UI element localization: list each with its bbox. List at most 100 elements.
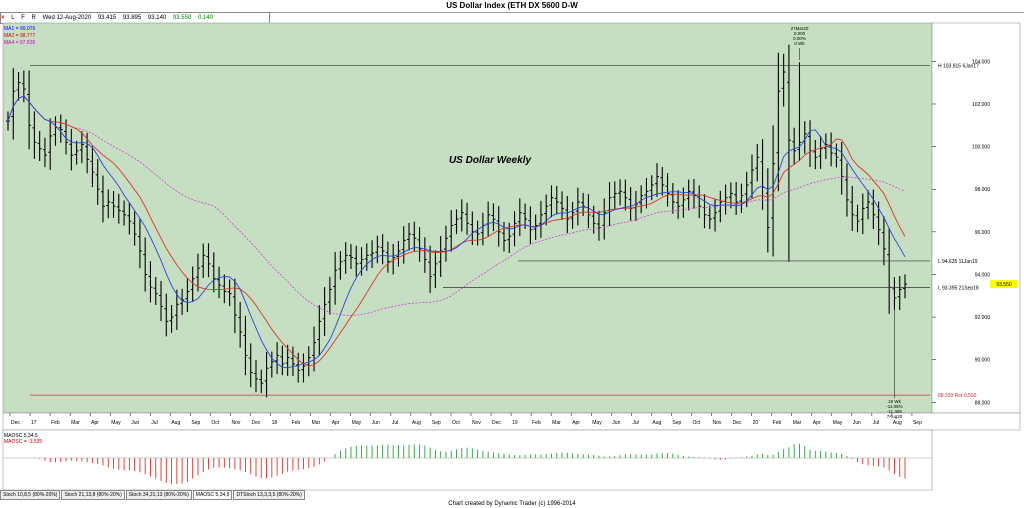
level-label: L 94.635 11Jan19 xyxy=(938,259,978,265)
close-icon[interactable]: × xyxy=(1,15,5,21)
chart-annotation: US Dollar Weekly xyxy=(449,155,532,166)
chart-title: US Dollar Index (ETH DX 5600 D-W xyxy=(446,1,578,10)
y-tick-label: 100.000 xyxy=(972,145,990,151)
x-tick-label: Aug xyxy=(171,420,180,426)
price-bar xyxy=(501,221,506,252)
tab-maosc[interactable]: MAOSC 5,34,5 xyxy=(192,490,233,500)
price-bar xyxy=(164,293,169,337)
x-tick-label: Mar xyxy=(312,420,321,426)
price-bar xyxy=(465,202,470,235)
x-tick-label: Jun xyxy=(612,420,620,426)
price-bar xyxy=(718,190,723,223)
x-tick-label: Feb xyxy=(773,420,782,426)
change-value: 0.140 xyxy=(197,15,213,21)
x-tick-label: Sep xyxy=(191,420,200,426)
x-tick-label: Jul xyxy=(151,420,157,426)
title-bar: US Dollar Index (ETH DX 5600 D-W xyxy=(0,0,1024,13)
price-bar xyxy=(612,181,617,210)
low-annotation: -11.05% xyxy=(886,404,902,409)
toolbar-r[interactable]: R xyxy=(31,15,36,21)
price-bar xyxy=(159,280,164,322)
price-bar xyxy=(401,226,406,264)
price-bar xyxy=(111,191,116,218)
price-bar xyxy=(507,222,512,254)
oscillator-bars xyxy=(33,443,906,484)
tab-dtstoch[interactable]: DTStoch 13,3,3,5 (80%-20%) xyxy=(233,490,305,500)
price-bar xyxy=(364,243,369,271)
price-bar xyxy=(707,205,712,230)
price-bar xyxy=(248,343,253,388)
tab-stoch-34[interactable]: Stoch 34,21,13 (80%-20%) xyxy=(125,490,192,500)
level-label: L 93.395 21Sep18 xyxy=(938,285,979,291)
toolbar-f[interactable]: F xyxy=(21,15,25,21)
price-bar xyxy=(348,244,353,270)
price-bar xyxy=(195,253,200,292)
x-tick-label: Apr xyxy=(332,420,340,426)
price-bar xyxy=(269,351,274,378)
price-bar xyxy=(380,234,385,265)
peak-annotation: 27Mar20 xyxy=(791,26,809,31)
y-tick-label: 88.000 xyxy=(975,400,991,406)
price-bar xyxy=(296,352,301,383)
price-bar xyxy=(290,346,295,377)
x-tick-label: Feb xyxy=(51,420,60,426)
y-tick-label: 92.000 xyxy=(975,315,991,321)
price-bar xyxy=(544,194,549,226)
current-price-box xyxy=(990,280,1018,289)
y-tick-label: 98.000 xyxy=(975,187,991,193)
price-bar xyxy=(21,70,26,103)
tab-stoch-10[interactable]: Stoch 10,8,5 (80%-20%) xyxy=(0,490,61,500)
x-tick-label: 19 xyxy=(512,420,518,426)
price-bar xyxy=(206,243,211,278)
price-bar xyxy=(844,163,849,217)
price-bar xyxy=(385,241,390,273)
low-value: 93.140 xyxy=(147,15,167,21)
price-bar xyxy=(438,235,443,277)
price-bar xyxy=(771,125,776,257)
price-bar xyxy=(449,210,454,252)
price-bar xyxy=(670,183,675,214)
price-bar xyxy=(813,139,818,170)
x-tick-label: Nov xyxy=(713,420,722,426)
price-axis xyxy=(931,22,1021,414)
toolbar-l[interactable]: L xyxy=(11,15,15,21)
price-bar xyxy=(407,222,412,251)
date-value: Wed 12-Aug-2020 xyxy=(42,15,92,21)
level-label: H 103.815 6Jan17 xyxy=(938,63,979,69)
price-bar xyxy=(866,190,871,220)
price-bar xyxy=(190,266,195,302)
price-bar xyxy=(137,219,142,269)
price-bar xyxy=(90,146,95,188)
price-bar xyxy=(217,266,222,299)
price-bar xyxy=(264,351,269,398)
price-bar xyxy=(148,261,153,303)
price-bar xyxy=(739,183,744,214)
price-bar xyxy=(259,369,264,394)
x-tick-label: Dec xyxy=(492,420,501,426)
price-bar xyxy=(755,143,760,182)
price-bar xyxy=(412,221,417,252)
price-bar xyxy=(459,199,464,232)
price-bar xyxy=(127,202,132,235)
price-bar xyxy=(713,199,718,232)
x-tick-label: Nov xyxy=(472,420,481,426)
price-bar xyxy=(122,200,127,226)
x-tick-label: Jul xyxy=(392,420,398,426)
price-bar xyxy=(554,185,559,215)
ma-legend-item: MA4 = 97.835 xyxy=(4,40,35,46)
tab-stoch-21[interactable]: Stoch 21,13,8 (80%-20%) xyxy=(61,490,125,500)
x-tick-label: Apr xyxy=(91,420,99,426)
price-bar xyxy=(781,53,786,107)
price-bar xyxy=(132,211,137,246)
price-bar xyxy=(602,198,607,240)
price-bar xyxy=(79,131,84,164)
price-bar xyxy=(275,342,280,375)
price-bar xyxy=(327,276,332,315)
price-bar xyxy=(881,216,886,266)
price-bar xyxy=(454,209,459,235)
price-bar xyxy=(618,179,623,206)
price-bar xyxy=(639,185,644,214)
price-bar xyxy=(16,72,21,101)
x-tick-label: 17 xyxy=(31,420,37,426)
y-tick-label: 90.000 xyxy=(975,358,991,364)
